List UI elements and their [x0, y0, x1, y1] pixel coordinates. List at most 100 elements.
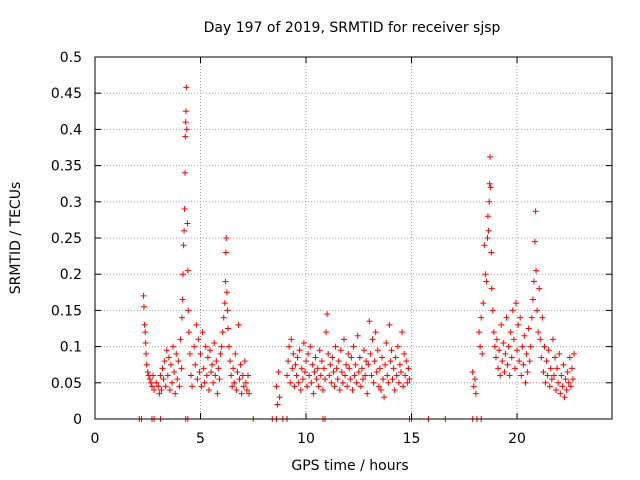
data-point — [228, 372, 235, 379]
data-point — [213, 358, 220, 365]
data-point — [376, 365, 383, 372]
data-point — [193, 321, 200, 328]
data-point — [307, 343, 314, 350]
data-point — [362, 372, 369, 379]
y-tick-label: 0.5 — [60, 50, 82, 66]
data-point — [348, 354, 355, 361]
data-point — [488, 285, 495, 292]
data-point — [539, 314, 546, 321]
data-point — [406, 376, 413, 383]
data-point — [166, 387, 173, 394]
data-point — [557, 390, 564, 397]
data-point — [498, 321, 505, 328]
data-point — [235, 321, 242, 328]
data-point — [171, 368, 178, 375]
data-point — [344, 383, 351, 390]
data-point — [484, 213, 491, 220]
data-point — [369, 336, 376, 343]
data-point — [500, 339, 507, 346]
data-point — [507, 329, 514, 336]
data-point — [276, 394, 283, 401]
data-point — [363, 358, 370, 365]
data-point — [163, 347, 170, 354]
data-point — [328, 379, 335, 386]
data-point — [552, 354, 559, 361]
data-point — [314, 365, 321, 372]
data-point — [519, 343, 526, 350]
data-point — [563, 387, 570, 394]
data-point — [488, 249, 495, 256]
data-point — [480, 300, 487, 307]
x-tick-label: 20 — [508, 431, 526, 447]
data-point — [492, 354, 499, 361]
data-point — [388, 347, 395, 354]
data-point — [148, 383, 155, 390]
data-point — [286, 343, 293, 350]
data-point — [143, 361, 150, 368]
data-point — [487, 153, 494, 160]
data-point — [162, 383, 169, 390]
data-point — [550, 372, 557, 379]
data-point — [291, 383, 298, 390]
x-tick-label: 15 — [403, 431, 421, 447]
data-point — [329, 354, 336, 361]
data-point — [238, 390, 245, 397]
data-point — [503, 314, 510, 321]
data-point — [208, 368, 215, 375]
data-point — [183, 126, 190, 133]
data-point — [543, 358, 550, 365]
data-point — [231, 379, 238, 386]
data-point — [338, 368, 345, 375]
data-point — [230, 365, 237, 372]
data-point — [533, 267, 540, 274]
data-point — [559, 383, 566, 390]
data-point — [358, 365, 365, 372]
data-point — [476, 329, 483, 336]
data-point — [523, 350, 530, 357]
data-point — [354, 332, 361, 339]
data-point — [222, 249, 229, 256]
data-point — [315, 383, 322, 390]
data-point — [308, 379, 315, 386]
data-point — [289, 365, 296, 372]
data-point — [244, 372, 251, 379]
data-point — [515, 321, 522, 328]
data-point — [200, 365, 207, 372]
data-point — [191, 343, 198, 350]
data-point — [393, 372, 400, 379]
data-point — [352, 361, 359, 368]
data-point — [301, 368, 308, 375]
data-point — [535, 329, 542, 336]
data-point — [370, 379, 377, 386]
data-point — [160, 376, 167, 383]
data-point — [364, 390, 371, 397]
data-point — [225, 343, 232, 350]
data-point — [147, 379, 154, 386]
data-point — [357, 383, 364, 390]
ticks-layer — [94, 56, 612, 420]
y-tick-label: 0.35 — [51, 159, 82, 175]
data-point — [153, 379, 160, 386]
data-point — [179, 271, 186, 278]
data-point — [547, 365, 554, 372]
data-point — [161, 358, 168, 365]
data-point — [140, 292, 147, 299]
data-point — [155, 383, 162, 390]
data-point — [372, 329, 379, 336]
data-point — [298, 365, 305, 372]
data-point — [491, 343, 498, 350]
data-point — [385, 379, 392, 386]
data-point — [349, 387, 356, 394]
data-point — [192, 361, 199, 368]
data-point — [182, 169, 189, 176]
data-points — [136, 84, 578, 422]
data-point — [375, 383, 382, 390]
data-point — [548, 376, 555, 383]
data-point — [499, 358, 506, 365]
data-point — [404, 379, 411, 386]
data-point — [483, 278, 490, 285]
data-point — [386, 321, 393, 328]
data-point — [478, 314, 485, 321]
data-point — [374, 347, 381, 354]
data-point — [317, 372, 324, 379]
